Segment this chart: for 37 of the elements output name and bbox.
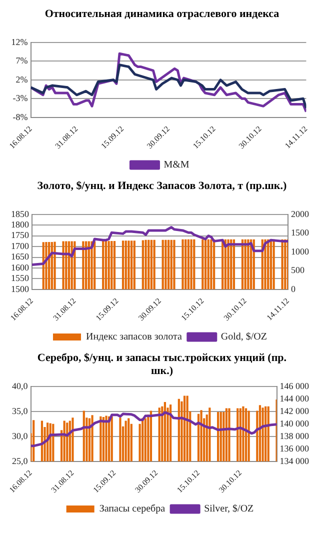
y2-tick-label: 0 <box>291 284 296 294</box>
y-tick-label: 12% <box>11 36 28 47</box>
y-tick-label: 7% <box>16 56 28 66</box>
y2-tick-label: 142 000 <box>280 406 310 416</box>
chart-title: Золото, $/унц. и Индекс Запасов Золота, т (пр.шк.) <box>37 180 287 194</box>
y2-tick-label: 146 000 <box>280 380 310 391</box>
y-tick-label: 1500 <box>11 284 30 294</box>
y-tick-label: 1800 <box>11 219 30 230</box>
y2-tick-label: 140 000 <box>280 418 310 428</box>
y2-tick-label: 134 000 <box>280 456 310 466</box>
y-tick-label: 1750 <box>11 230 30 240</box>
legend-label: Gold, $/OZ <box>220 332 268 343</box>
y-tick-label: 40,0 <box>12 380 28 391</box>
legend-label: Silver, $/OZ <box>204 504 254 515</box>
y-tick-label: -8% <box>12 112 28 122</box>
y-tick-label: 1550 <box>11 273 30 284</box>
y-tick-label: 35,0 <box>12 406 28 416</box>
y2-tick-label: 144 000 <box>280 393 310 404</box>
y2-tick-label: 1000 <box>291 246 310 256</box>
y2-tick-label: 136 000 <box>280 443 310 454</box>
legend-label: Запасы серебра <box>99 504 166 515</box>
y-tick-label: 1600 <box>11 262 30 272</box>
y-tick-label: 1650 <box>11 252 30 262</box>
chart-title: Относительная динамика отраслевого индекса <box>44 8 280 22</box>
y-tick-label: 2% <box>16 74 28 84</box>
y-tick-label: 1850 <box>11 208 30 219</box>
y-tick-label: -3% <box>12 93 28 104</box>
y2-tick-label: 500 <box>291 265 305 276</box>
legend-label: M&M <box>164 160 190 171</box>
y-tick-label: 25,0 <box>12 456 28 466</box>
y2-tick-label: 1500 <box>291 228 310 238</box>
legend-label: Индекс запасов золота <box>86 332 182 343</box>
y-tick-label: 1700 <box>11 240 30 251</box>
chart-title: Серебро, $/унц. и запасы тыс.тройских унций (пр. шк.) <box>37 352 287 378</box>
y2-tick-label: 2000 <box>291 208 310 219</box>
y2-tick-label: 138 000 <box>280 430 310 441</box>
y-tick-label: 30,0 <box>12 430 28 441</box>
